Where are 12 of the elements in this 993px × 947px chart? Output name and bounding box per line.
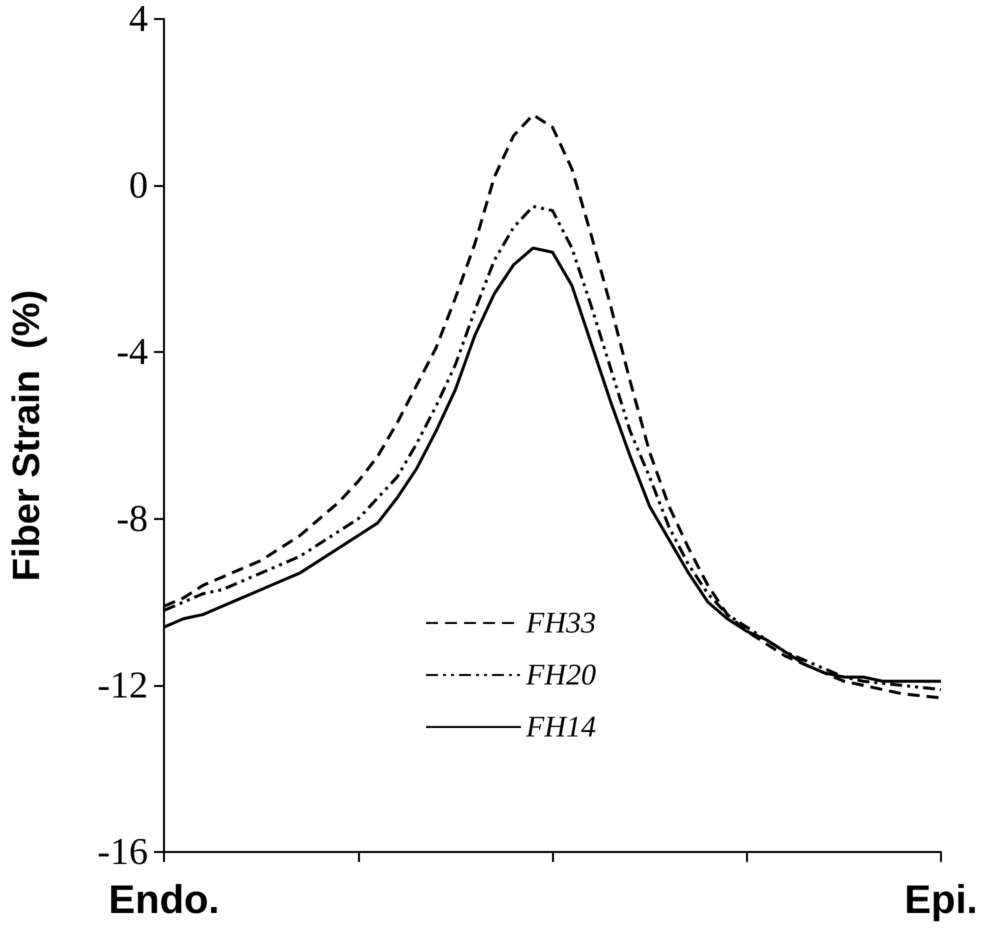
legend-label: FH33	[525, 606, 596, 640]
y-tick-label: -16	[97, 831, 148, 873]
y-tick-label: 4	[129, 0, 148, 40]
y-tick-label: 0	[129, 164, 148, 207]
y-tick-label: -8	[116, 498, 148, 540]
x-tick-label: Epi.	[904, 878, 978, 922]
y-axis-title: Fiber Strain (%)	[6, 290, 48, 582]
legend-label: FH20	[525, 658, 596, 692]
y-tick-label: -12	[97, 664, 148, 706]
x-tick-label: Endo.	[108, 878, 220, 922]
y-tick-label: -4	[116, 331, 148, 374]
legend-label: FH14	[525, 710, 596, 744]
